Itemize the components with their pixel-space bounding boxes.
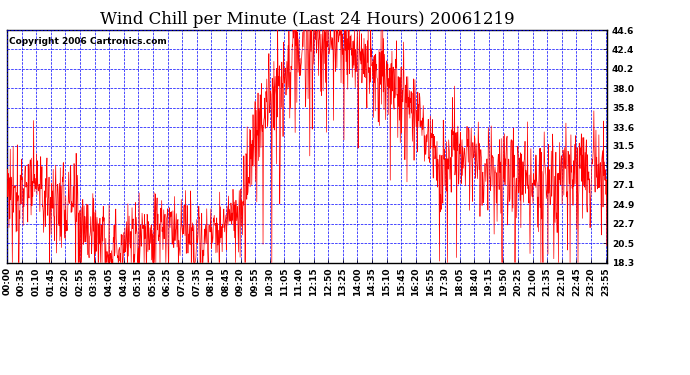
Title: Wind Chill per Minute (Last 24 Hours) 20061219: Wind Chill per Minute (Last 24 Hours) 20… — [100, 12, 514, 28]
Text: Copyright 2006 Cartronics.com: Copyright 2006 Cartronics.com — [9, 37, 166, 46]
